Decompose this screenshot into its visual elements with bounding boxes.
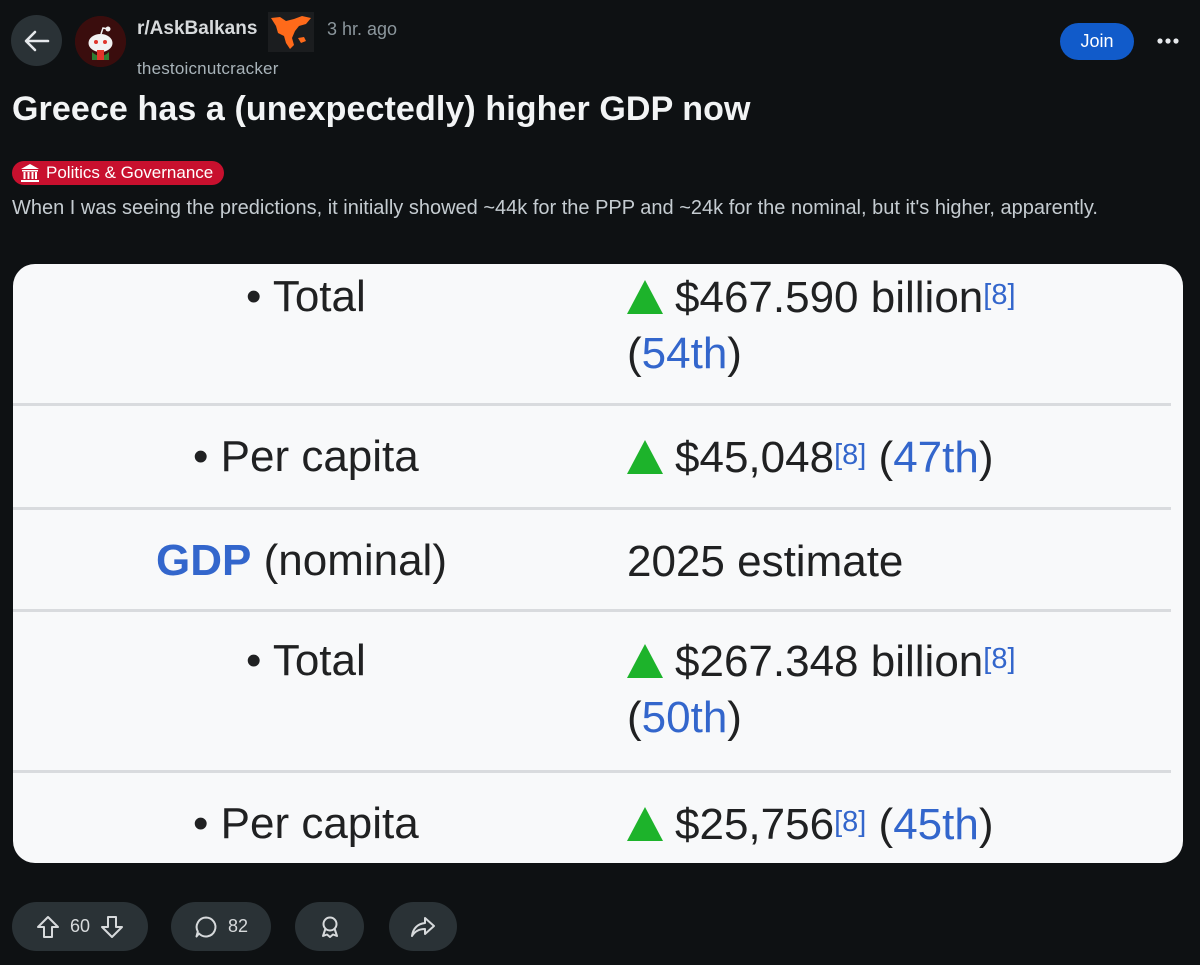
- more-options-button[interactable]: [1151, 26, 1185, 56]
- rank-link[interactable]: 45th: [893, 800, 979, 849]
- infobox-row-gdp-nominal: GDP (nominal) 2025 estimate: [13, 510, 1171, 612]
- post-flair[interactable]: Politics & Governance: [12, 161, 225, 185]
- back-button[interactable]: [11, 15, 62, 66]
- rank-link[interactable]: 50th: [641, 693, 728, 742]
- post-flair-label: Politics & Governance: [46, 163, 214, 182]
- value-amount: $467.590 billion: [675, 273, 984, 322]
- vote-count: 60: [69, 916, 91, 936]
- value-amount: $45,048: [675, 433, 835, 482]
- row-value: $45,048[8] (47th): [627, 430, 994, 486]
- rank-link[interactable]: 47th: [893, 433, 979, 482]
- reference-link[interactable]: [8]: [983, 643, 1016, 675]
- value-amount: $25,756: [675, 800, 835, 849]
- government-building-icon: [21, 164, 39, 182]
- award-icon: [321, 916, 338, 938]
- join-button[interactable]: Join: [1060, 23, 1134, 60]
- row-label: • Per capita: [193, 432, 419, 481]
- downvote-icon[interactable]: [100, 915, 124, 939]
- award-button[interactable]: [295, 902, 364, 951]
- row-value: $25,756[8] (45th): [627, 797, 994, 853]
- post-time: 3 hr. ago: [327, 19, 398, 39]
- row-value: 2025 estimate: [627, 534, 903, 590]
- infobox-row-ppp-total: • Total $467.590 billion[8] (54th): [13, 264, 1171, 406]
- label-rest: (nominal): [263, 536, 447, 585]
- upvote-icon[interactable]: [36, 915, 60, 939]
- value-amount: $267.348 billion: [675, 637, 984, 686]
- row-label: • Per capita: [193, 799, 419, 848]
- subreddit-avatar[interactable]: [75, 16, 126, 67]
- row-label: • Total: [246, 272, 366, 321]
- comment-count: 82: [227, 916, 249, 936]
- comment-icon: [195, 916, 217, 937]
- post-author[interactable]: thestoicnutcracker: [137, 59, 279, 78]
- reference-link[interactable]: [8]: [834, 439, 867, 471]
- share-icon: [411, 916, 435, 937]
- row-value: $467.590 billion[8] (54th): [627, 273, 1016, 378]
- subreddit-name[interactable]: r/AskBalkans: [137, 18, 258, 39]
- infobox-row-nominal-per-capita: • Per capita $25,756[8] (45th): [13, 773, 1171, 863]
- user-flair-image: [268, 12, 314, 52]
- gdp-link[interactable]: GDP: [156, 536, 252, 585]
- row-label: GDP (nominal): [156, 536, 447, 586]
- reference-link[interactable]: [8]: [983, 279, 1016, 311]
- up-triangle-icon: [627, 644, 663, 678]
- share-button[interactable]: [389, 902, 457, 951]
- value-amount: 2025 estimate: [627, 537, 904, 586]
- back-arrow-icon: [24, 30, 49, 51]
- post-image[interactable]: • Total $467.590 billion[8] (54th) • Per…: [13, 264, 1183, 863]
- vote-bar: 60: [12, 902, 148, 951]
- reference-link[interactable]: [8]: [834, 806, 867, 838]
- post-title[interactable]: Greece has a (unexpectedly) higher GDP n…: [12, 90, 751, 128]
- infobox-row-nominal-total: • Total $267.348 billion[8] (50th): [13, 612, 1171, 773]
- up-triangle-icon: [627, 807, 663, 841]
- comments-button[interactable]: 82: [171, 902, 271, 951]
- post-body: When I was seeing the predictions, it in…: [12, 197, 1098, 219]
- up-triangle-icon: [627, 440, 663, 474]
- infobox-row-ppp-per-capita: • Per capita $45,048[8] (47th): [13, 406, 1171, 510]
- map-flair-icon: [268, 12, 314, 52]
- row-value: $267.348 billion[8] (50th): [627, 637, 1016, 742]
- reddit-snoo-icon: [75, 16, 126, 67]
- more-dots-icon: [1157, 38, 1179, 44]
- rank-link[interactable]: 54th: [641, 329, 728, 378]
- up-triangle-icon: [627, 280, 663, 314]
- row-label: • Total: [246, 636, 366, 685]
